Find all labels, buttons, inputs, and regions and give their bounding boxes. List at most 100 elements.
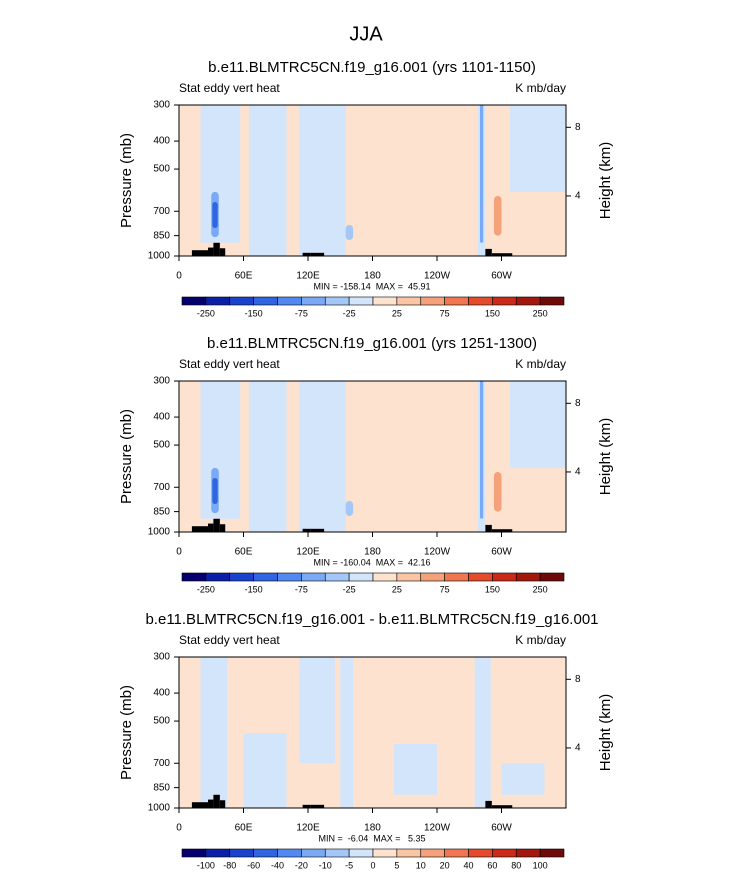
colorbar-label: -75 (295, 308, 308, 318)
colorbar-label: -250 (197, 584, 215, 594)
contour-region (340, 657, 354, 808)
x-tick-label: 60W (491, 547, 512, 558)
y-tick-label: 1000 (148, 527, 171, 538)
colorbar-box (492, 848, 517, 858)
colorbar-box (444, 848, 469, 858)
panel-title: b.e11.BLMTRC5CN.f19_g16.001 - b.e11.BLMT… (145, 611, 598, 628)
colorbar-box (277, 296, 302, 306)
colorbar-box (324, 296, 350, 306)
y-tick-label: 700 (153, 206, 170, 217)
terrain (302, 528, 311, 532)
colorbar-box (301, 296, 326, 306)
contour-region (212, 477, 218, 505)
panel-subtitle-right: K mb/day (515, 357, 566, 371)
colorbar-box (181, 572, 207, 582)
colorbar-label: 100 (533, 860, 548, 870)
y2-axis-label: Height (km) (597, 694, 614, 772)
contour-region (212, 201, 218, 229)
y-tick-label: 300 (153, 652, 170, 663)
colorbar-box (539, 848, 565, 858)
x-tick-label: 0 (176, 547, 182, 558)
colorbar-box (372, 296, 398, 306)
terrain (208, 523, 214, 532)
colorbar-box (515, 296, 541, 306)
min-max: MIN = -6.04 MAX = 5.35 (318, 833, 425, 843)
y-tick-label: 400 (153, 688, 170, 699)
colorbar-label: -25 (343, 584, 356, 594)
colorbar-label: -40 (271, 860, 284, 870)
contour-region (200, 381, 241, 519)
colorbar-box (396, 848, 422, 858)
colorbar-box (277, 848, 302, 858)
colorbar-box (324, 848, 350, 858)
contour-region (243, 733, 287, 808)
y-tick-label: 1000 (148, 803, 171, 814)
colorbar-box (515, 572, 541, 582)
colorbar-box (444, 296, 469, 306)
colorbar-box (253, 848, 278, 858)
colorbar-label: -150 (245, 308, 263, 318)
y-tick-label: 1000 (148, 251, 171, 262)
colorbar-label: -75 (295, 584, 308, 594)
colorbar-box (348, 848, 374, 858)
colorbar-box (181, 296, 207, 306)
contour-region (510, 381, 566, 468)
colorbar-box (444, 572, 469, 582)
colorbar-label: 80 (511, 860, 521, 870)
panel-subtitle-left: Stat eddy vert heat (179, 81, 280, 95)
colorbar-label: -20 (295, 860, 308, 870)
y-axis-label: Pressure (mb) (118, 685, 135, 780)
colorbar-label: 250 (533, 584, 548, 594)
colorbar-label: 40 (463, 860, 473, 870)
terrain (485, 248, 492, 256)
colorbar-box (468, 296, 493, 306)
panel-subtitle-right: K mb/day (515, 633, 566, 647)
terrain (310, 528, 325, 532)
x-tick-label: 60W (491, 271, 512, 282)
terrain (191, 802, 209, 808)
colorbar-box (205, 572, 231, 582)
colorbar-label: 25 (392, 308, 402, 318)
colorbar-box (468, 572, 493, 582)
x-tick-label: 180 (364, 547, 381, 558)
y-tick-label: 700 (153, 758, 170, 769)
terrain (208, 247, 214, 256)
colorbar-label: -5 (345, 860, 353, 870)
y-tick-label: 500 (153, 716, 170, 727)
colorbar-box (229, 572, 254, 582)
y-tick-label: 850 (153, 230, 170, 241)
terrain (213, 242, 220, 256)
terrain (191, 250, 209, 256)
min-max: MIN = -160.04 MAX = 42.16 (313, 557, 430, 567)
plot-area (179, 105, 566, 256)
x-tick-label: 60E (235, 547, 253, 558)
colorbar-label: 250 (533, 308, 548, 318)
colorbar-box (348, 572, 374, 582)
terrain (491, 805, 513, 808)
y2-axis-label: Height (km) (597, 142, 614, 220)
contour-region (493, 472, 502, 512)
plot-area (179, 381, 566, 532)
terrain (213, 518, 220, 532)
terrain (310, 804, 325, 808)
x-tick-label: 120E (296, 823, 320, 834)
colorbar-box (396, 572, 422, 582)
x-tick-label: 60E (235, 823, 253, 834)
y-tick-label: 300 (153, 376, 170, 387)
contour-region (299, 105, 346, 256)
y-tick-label: 700 (153, 482, 170, 493)
colorbar-box (181, 848, 207, 858)
terrain (213, 794, 220, 808)
contour-region (345, 224, 354, 240)
x-tick-label: 180 (364, 823, 381, 834)
colorbar-label: 10 (416, 860, 426, 870)
colorbar-box (205, 296, 231, 306)
y-axis-label: Pressure (mb) (118, 133, 135, 228)
colorbar-box (277, 572, 302, 582)
colorbar-box (301, 848, 326, 858)
x-tick-label: 0 (176, 271, 182, 282)
colorbar-label: -150 (245, 584, 263, 594)
colorbar-box (539, 296, 565, 306)
colorbar-label: 150 (485, 584, 500, 594)
